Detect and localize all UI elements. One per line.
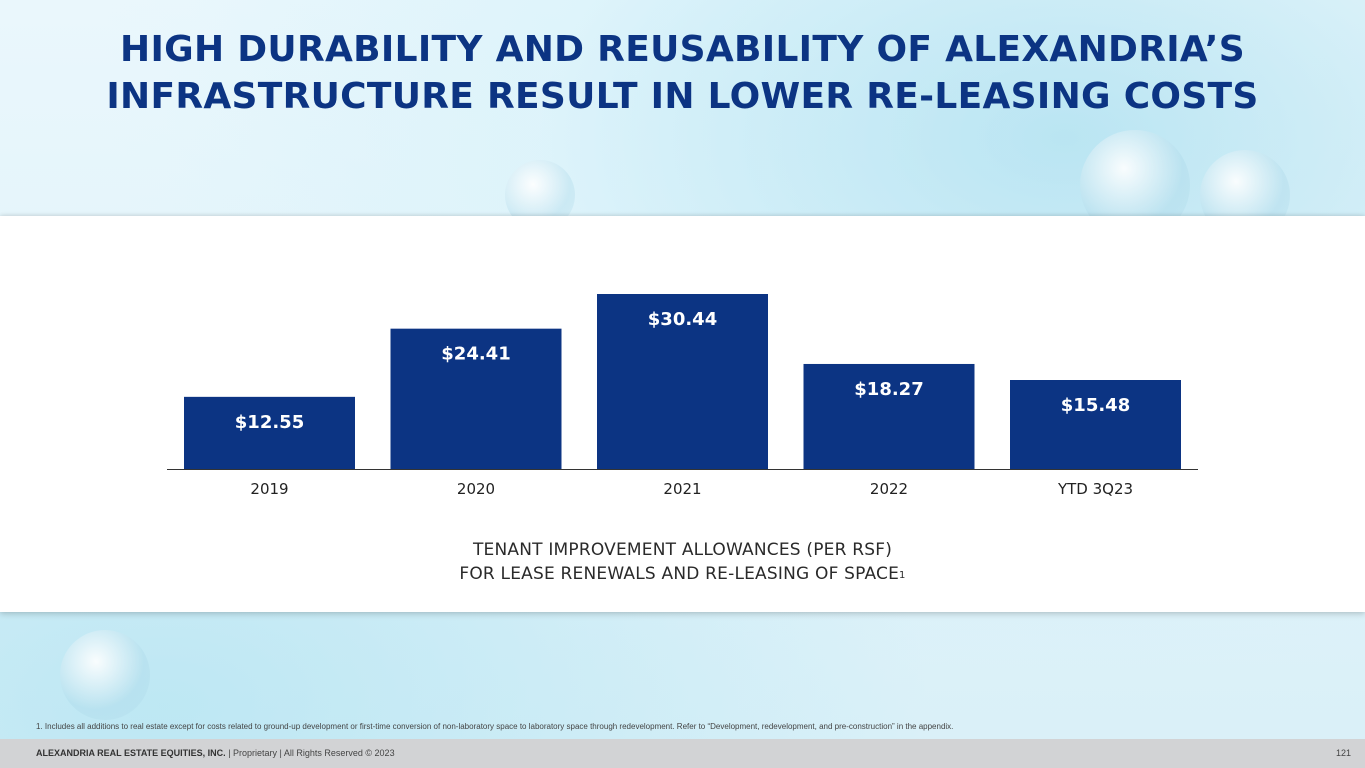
footer-rights: | Proprietary | All Rights Reserved © 20…	[225, 748, 395, 758]
bar-value-label: $30.44	[648, 309, 717, 330]
title-line-2: INFRASTRUCTURE RESULT IN LOWER RE-LEASIN…	[106, 76, 1259, 117]
x-tick-label: 2022	[870, 480, 908, 498]
caption-line-2: FOR LEASE RENEWALS AND RE-LEASING OF SPA…	[0, 562, 1365, 586]
bar-2021	[597, 294, 768, 469]
bar-chart: $12.55 2019 $24.41 2020 $30.44 2021 $18.27 2022…	[167, 294, 1198, 498]
footer-bar: ALEXANDRIA REAL ESTATE EQUITIES, INC. | …	[0, 739, 1365, 768]
page-number: 121	[1335, 748, 1351, 758]
caption-line-1: TENANT IMPROVEMENT ALLOWANCES (PER RSF)	[472, 540, 893, 560]
footer-copyright: ALEXANDRIA REAL ESTATE EQUITIES, INC. | …	[36, 748, 395, 758]
decorative-sphere	[60, 630, 150, 720]
page-title: HIGH DURABILITY AND REUSABILITY OF ALEXA…	[0, 26, 1365, 120]
bar-value-label: $24.41	[441, 344, 510, 365]
bar-value-label: $12.55	[235, 412, 304, 433]
x-tick-label: 2020	[457, 480, 495, 498]
caption-footnote-marker: 1	[899, 570, 906, 581]
x-tick-label: 2019	[250, 480, 288, 498]
footnote: 1. Includes all additions to real estate…	[36, 722, 954, 731]
chart-caption: TENANT IMPROVEMENT ALLOWANCES (PER RSF) …	[0, 538, 1365, 586]
bar-2019	[184, 396, 355, 469]
caption-line-2-text: FOR LEASE RENEWALS AND RE-LEASING OF SPA…	[459, 564, 900, 584]
bar-value-label: $15.48	[1061, 395, 1130, 416]
bar-ytd-3q23	[1010, 380, 1181, 469]
bar-2020	[390, 328, 562, 469]
x-tick-label: YTD 3Q23	[1057, 480, 1133, 498]
bar-value-label: $18.27	[854, 379, 923, 400]
bar-2022	[803, 363, 975, 469]
title-line-1: HIGH DURABILITY AND REUSABILITY OF ALEXA…	[120, 29, 1245, 70]
chart-panel: $12.55 2019 $24.41 2020 $30.44 2021 $18.27 2022…	[0, 216, 1365, 612]
footer-company: ALEXANDRIA REAL ESTATE EQUITIES, INC.	[36, 748, 226, 758]
x-tick-label: 2021	[663, 480, 701, 498]
